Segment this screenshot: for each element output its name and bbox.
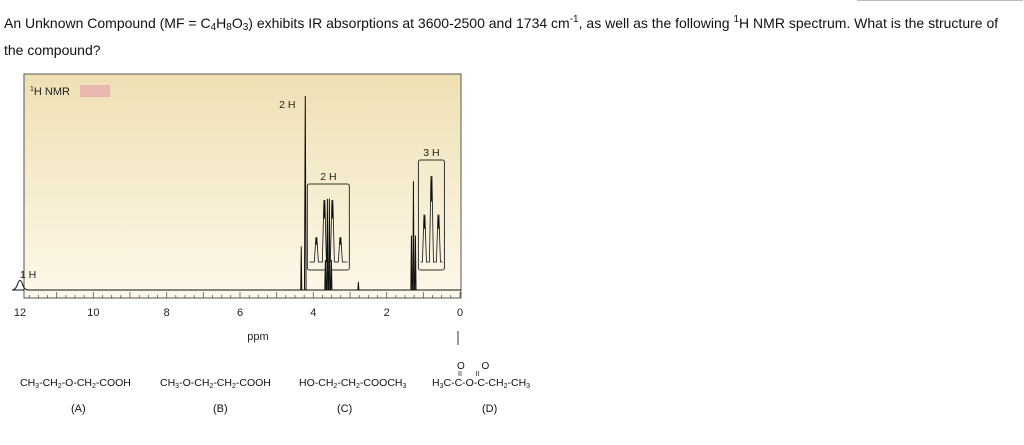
- carbonyl-oxygens: O O: [457, 361, 490, 372]
- option-b-label[interactable]: (B): [213, 403, 228, 415]
- option-a-label[interactable]: (A): [71, 403, 86, 415]
- answer-options: CH3-CH2-O-CH2-COOH (A) CH3-O-CH2-CH2-COO…: [0, 355, 1024, 445]
- triplet-expansion-box: [417, 159, 445, 271]
- option-a-formula[interactable]: CH3-CH2-O-CH2-COOH: [20, 377, 131, 390]
- option-d-label[interactable]: (D): [482, 403, 498, 415]
- integration-label: 1 H: [20, 269, 36, 281]
- x-axis-title: ppm: [247, 331, 268, 343]
- multiplet-insets: [306, 159, 445, 271]
- x-axis-ticks: [24, 292, 461, 299]
- x-tick-label: 2: [384, 307, 390, 319]
- x-tick-label: 0: [457, 307, 463, 319]
- option-d-formula[interactable]: O O II II H3C-C-O-C-CH2-CH3: [432, 361, 531, 390]
- x-tick-label: 12: [14, 307, 26, 319]
- quartet-expansion-trace: [309, 199, 348, 263]
- question-text: An Unknown Compound (MF = C4H8O3) exhibi…: [4, 14, 999, 59]
- plot-background: [23, 73, 462, 299]
- nmr-trace-line: [11, 95, 461, 291]
- option-c-label[interactable]: (C): [337, 403, 353, 415]
- option-c-formula[interactable]: HO-CH2-CH2-COOCH3: [299, 377, 407, 390]
- option-b-formula[interactable]: CH3-O-CH2-CH2-COOH: [160, 377, 271, 390]
- corner-divider-line: [857, 0, 1023, 1]
- integration-label: 2 H: [320, 171, 336, 183]
- integration-label: 2 H: [279, 99, 295, 111]
- integration-label: 3 H: [423, 147, 439, 159]
- x-tick-label: 4: [310, 307, 316, 319]
- triplet-expansion-trace: [420, 175, 443, 263]
- x-axis-tick-labels: 12 10 8 6 4 2 0: [14, 307, 463, 345]
- x-tick-label: 6: [237, 307, 243, 319]
- integration-labels: 2 H 3 H 2 H 1 H: [20, 99, 440, 281]
- chart-title: 1H NMR: [30, 86, 70, 98]
- x-tick-label: 8: [164, 307, 170, 319]
- x-tick-label: 10: [87, 307, 99, 319]
- quartet-expansion-box: [306, 183, 350, 271]
- nmr-spectrum-chart: 1H NMR 12 10 8 6 4 2 0 2 H 3 H 2 H 1 H ppm: [11, 73, 463, 345]
- carbonyl-double-bonds: II II: [458, 371, 480, 378]
- title-highlight-swatch: [80, 85, 110, 97]
